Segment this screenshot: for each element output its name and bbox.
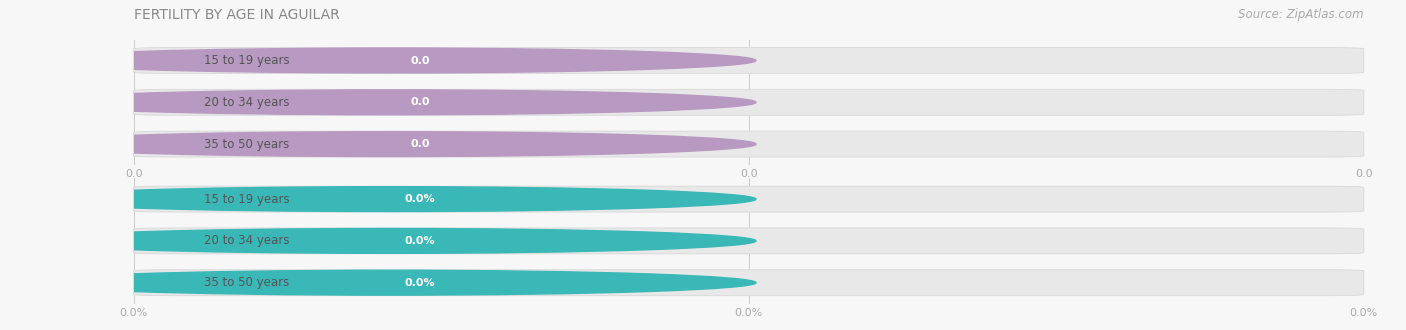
- Circle shape: [24, 90, 756, 115]
- Text: 35 to 50 years: 35 to 50 years: [204, 276, 290, 289]
- Circle shape: [24, 187, 756, 212]
- Text: 0.0%: 0.0%: [405, 236, 436, 246]
- Text: 0.0%: 0.0%: [405, 278, 436, 288]
- FancyBboxPatch shape: [382, 231, 458, 251]
- FancyBboxPatch shape: [138, 92, 378, 113]
- Text: 0.0: 0.0: [411, 139, 430, 149]
- FancyBboxPatch shape: [138, 134, 378, 154]
- FancyBboxPatch shape: [134, 89, 1364, 115]
- FancyBboxPatch shape: [138, 273, 378, 293]
- Circle shape: [24, 270, 756, 295]
- Circle shape: [24, 228, 756, 253]
- FancyBboxPatch shape: [382, 134, 458, 154]
- FancyBboxPatch shape: [134, 228, 1364, 254]
- FancyBboxPatch shape: [138, 189, 378, 209]
- FancyBboxPatch shape: [382, 92, 458, 113]
- FancyBboxPatch shape: [134, 131, 1364, 157]
- Text: 15 to 19 years: 15 to 19 years: [204, 193, 290, 206]
- Text: 0.0%: 0.0%: [405, 194, 436, 204]
- FancyBboxPatch shape: [382, 273, 458, 293]
- Text: 20 to 34 years: 20 to 34 years: [204, 234, 290, 248]
- Text: 0.0: 0.0: [411, 55, 430, 65]
- Circle shape: [24, 48, 756, 73]
- Text: 0.0: 0.0: [411, 97, 430, 107]
- FancyBboxPatch shape: [134, 48, 1364, 74]
- FancyBboxPatch shape: [382, 189, 458, 209]
- Text: Source: ZipAtlas.com: Source: ZipAtlas.com: [1239, 8, 1364, 21]
- Circle shape: [24, 132, 756, 156]
- FancyBboxPatch shape: [138, 231, 378, 251]
- Text: 20 to 34 years: 20 to 34 years: [204, 96, 290, 109]
- FancyBboxPatch shape: [134, 186, 1364, 212]
- Text: FERTILITY BY AGE IN AGUILAR: FERTILITY BY AGE IN AGUILAR: [134, 8, 339, 22]
- FancyBboxPatch shape: [382, 50, 458, 71]
- Text: 15 to 19 years: 15 to 19 years: [204, 54, 290, 67]
- FancyBboxPatch shape: [138, 50, 378, 71]
- Text: 35 to 50 years: 35 to 50 years: [204, 138, 290, 150]
- FancyBboxPatch shape: [134, 270, 1364, 296]
